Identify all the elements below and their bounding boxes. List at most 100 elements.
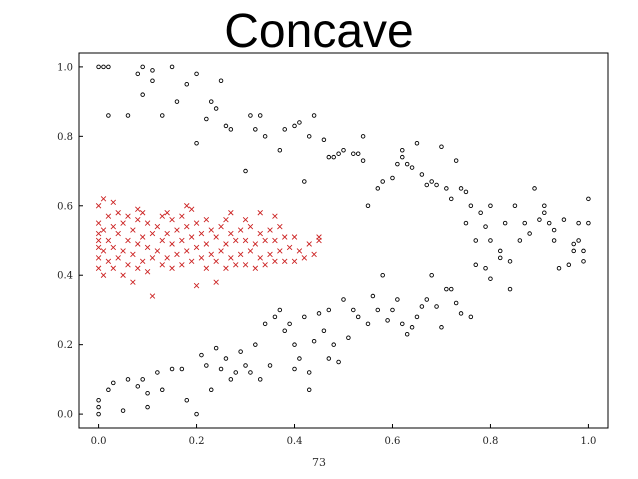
circle-data-point — [140, 64, 145, 70]
circle-data-point — [257, 113, 263, 118]
circle-data-point — [576, 220, 581, 226]
x-data-point — [159, 213, 165, 219]
circle-data-point — [414, 314, 420, 320]
x-data-point — [282, 258, 288, 265]
circle-data-point — [444, 286, 449, 292]
circle-data-point — [404, 332, 410, 337]
circle-data-point — [253, 127, 258, 132]
x-data-point — [154, 248, 161, 254]
x-data-point — [193, 220, 200, 226]
x-data-point — [184, 203, 190, 209]
x-data-point — [257, 210, 263, 216]
circle-data-point — [488, 276, 493, 281]
circle-data-point — [439, 144, 444, 149]
x-data-point — [115, 230, 121, 237]
x-data-point — [193, 282, 200, 289]
x-data-point — [130, 251, 136, 258]
circle-data-point — [140, 377, 145, 382]
circle-data-point — [194, 141, 199, 146]
x-data-point — [179, 262, 185, 268]
x-data-point — [120, 248, 126, 254]
x-data-point — [159, 262, 165, 268]
circle-data-point — [331, 154, 336, 160]
circle-data-point — [174, 99, 180, 104]
circle-data-point — [488, 203, 493, 209]
y-tick-label: 0.4 — [57, 271, 73, 282]
circle-data-point — [228, 127, 234, 132]
circle-data-point — [458, 186, 464, 191]
x-data-point — [149, 230, 156, 237]
circle-data-point — [243, 168, 248, 174]
circle-data-point — [507, 259, 513, 264]
x-tick-label: 0.6 — [385, 436, 401, 447]
x-tick-label: 0.2 — [189, 436, 205, 447]
circle-data-point — [223, 356, 229, 361]
circle-data-point — [355, 151, 361, 156]
x-data-point — [120, 220, 126, 226]
x-data-point — [257, 255, 263, 261]
circle-data-point — [145, 404, 150, 410]
circle-data-point — [586, 220, 591, 226]
circle-data-point — [238, 349, 243, 354]
circle-data-point — [316, 311, 322, 316]
circle-data-point — [292, 123, 297, 129]
circle-data-point — [233, 370, 238, 375]
x-data-point — [233, 262, 239, 268]
circle-data-point — [326, 356, 332, 361]
circle-data-point — [199, 352, 204, 358]
x-data-point — [95, 203, 102, 209]
circle-data-point — [253, 342, 258, 347]
circle-data-point — [576, 238, 581, 243]
circle-data-point — [395, 297, 400, 302]
x-data-point — [130, 279, 136, 285]
x-data-point — [144, 244, 151, 251]
data-points — [95, 64, 591, 417]
x-data-point — [228, 255, 234, 261]
x-data-point — [174, 251, 180, 258]
circle-data-point — [150, 78, 155, 84]
x-data-point — [95, 237, 102, 244]
chart-title: Concave — [224, 5, 414, 58]
circle-data-point — [478, 210, 483, 215]
x-data-point — [149, 255, 156, 261]
x-data-point — [291, 234, 298, 240]
x-data-point — [95, 255, 102, 261]
circle-data-point — [527, 231, 532, 236]
x-data-point — [242, 216, 249, 223]
circle-data-point — [434, 182, 439, 188]
circle-data-point — [208, 387, 214, 393]
circle-data-point — [111, 380, 116, 386]
circle-data-point — [321, 328, 327, 334]
x-data-point — [110, 244, 117, 251]
x-data-point — [252, 241, 259, 247]
axis-ticks: 0.0 0.2 0.4 0.6 0.8 1.0 0.0 0.2 0.4 0.6 0.8 1.0 — [57, 62, 596, 447]
circle-data-point — [449, 286, 454, 292]
circle-data-point — [321, 137, 327, 143]
circle-data-point — [453, 300, 459, 306]
circle-data-point — [571, 248, 576, 254]
x-data-point — [301, 255, 308, 261]
circle-data-point — [542, 210, 547, 215]
circle-data-point — [336, 151, 341, 156]
x-data-point — [188, 258, 195, 265]
x-data-point — [257, 230, 263, 237]
x-data-point — [144, 220, 151, 226]
circle-data-point — [341, 297, 346, 302]
x-data-point — [125, 237, 131, 244]
circle-data-point — [311, 113, 317, 118]
x-data-point — [115, 255, 121, 261]
circle-data-point — [571, 241, 576, 247]
x-data-point — [277, 248, 283, 254]
y-tick-label: 1.0 — [57, 62, 73, 73]
circle-data-point — [429, 272, 434, 278]
circle-data-point — [365, 203, 371, 209]
x-data-point — [188, 206, 195, 212]
circle-data-point — [385, 318, 390, 323]
circle-data-point — [409, 325, 415, 330]
circle-data-point — [218, 78, 224, 84]
x-data-point — [135, 216, 141, 223]
circle-data-point — [542, 203, 547, 209]
x-data-point — [218, 248, 224, 254]
circle-data-point — [341, 147, 346, 153]
x-data-point — [164, 255, 170, 261]
